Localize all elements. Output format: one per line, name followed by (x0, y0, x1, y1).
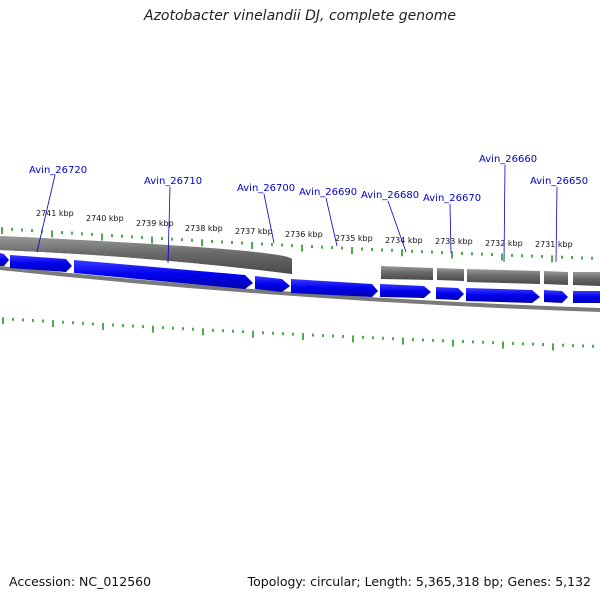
gene-reverse-block (437, 268, 464, 281)
gene-label[interactable]: Avin_26670 (423, 193, 481, 204)
scale-ticks-outer (1, 227, 593, 263)
gene-forward-arrow (436, 287, 464, 300)
backbone-line (0, 266, 600, 312)
gene-leader-line (387, 200, 407, 253)
gene-label[interactable]: Avin_26700 (237, 183, 295, 194)
scale-label: 2731 kbp (535, 240, 573, 249)
gene-label[interactable]: Avin_26680 (361, 190, 419, 201)
scale-label: 2736 kbp (285, 230, 323, 239)
gene-forward-arrow (544, 290, 568, 303)
gene-label[interactable]: Avin_26720 (29, 165, 87, 176)
scale-label: 2735 kbp (335, 234, 373, 243)
gene-forward-arrow (573, 291, 600, 303)
scale-label: 2734 kbp (385, 236, 423, 245)
gene-reverse-block (467, 269, 540, 284)
gene-label[interactable]: Avin_26710 (144, 176, 202, 187)
gene-forward-arrow (0, 253, 9, 266)
gene-forward-arrow (466, 288, 540, 303)
gene-leader-line (36, 174, 56, 253)
gene-leader-line (167, 186, 171, 264)
gene-leader-line (503, 164, 506, 263)
scale-label: 2737 kbp (235, 227, 273, 236)
accession-label: Accession: NC_012560 (9, 574, 152, 589)
gene-forward-arrow (255, 276, 290, 292)
gene-leader-line (555, 186, 558, 263)
gene-reverse-block (573, 272, 600, 286)
gene-forward-arrow (291, 279, 378, 297)
scale-label: 2740 kbp (86, 214, 124, 223)
scale-label: 2733 kbp (435, 237, 473, 246)
gene-forward-arrow (74, 260, 253, 289)
scale-label: 2741 kbp (36, 209, 74, 218)
scale-label: 2738 kbp (185, 224, 223, 233)
gene-leader-line (325, 197, 338, 247)
gene-forward-arrow (380, 284, 431, 298)
gene-label[interactable]: Avin_26690 (299, 187, 357, 198)
scale-label: 2739 kbp (136, 219, 174, 228)
gene-label[interactable]: Avin_26650 (530, 176, 588, 187)
scale-ticks-inner (2, 317, 594, 351)
gene-label[interactable]: Avin_26660 (479, 154, 537, 165)
gene-reverse-block (544, 271, 568, 285)
topology-label: Topology: circular; Length: 5,365,318 bp… (247, 574, 591, 589)
gene-leader-line (449, 203, 452, 254)
gene-reverse-block (381, 266, 433, 280)
gene-forward-arrow (10, 255, 72, 272)
reverse-strand-band (0, 236, 292, 274)
gene-leader-line (263, 193, 275, 244)
map-title: Azotobacter vinelandii DJ, complete geno… (144, 8, 456, 24)
